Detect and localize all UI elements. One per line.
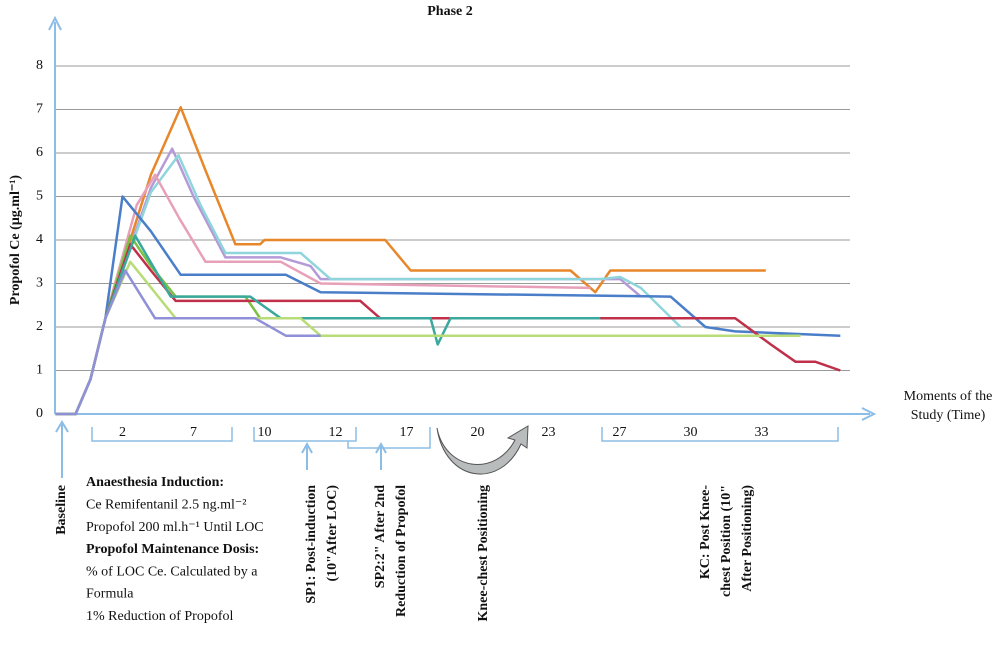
y-tick-label: 8 <box>36 58 43 73</box>
x-axis-label: Moments of the <box>904 389 993 404</box>
bracket <box>91 427 233 442</box>
induction-text: 1% Reduction of Propofol <box>86 609 233 624</box>
annotation: KC: Post Knee- <box>698 485 713 579</box>
induction-text: % of LOC Ce. Calculated by a <box>86 564 258 579</box>
x-tick-label: 23 <box>541 425 555 440</box>
induction-text: Formula <box>86 587 134 602</box>
chart-title: Phase 2 <box>427 4 473 19</box>
x-tick-label: 17 <box>399 425 413 440</box>
positioning-arrow <box>436 425 529 475</box>
axes <box>48 15 877 421</box>
annotation: (10"After LOC) <box>325 485 340 582</box>
y-axis-label: Propofol Ce (µg.ml⁻¹) <box>8 175 23 306</box>
x-axis-label: Study (Time) <box>911 408 986 423</box>
induction-text: Anaesthesia Induction: <box>86 475 224 490</box>
y-tick-label: 2 <box>36 319 43 334</box>
x-axis-arrow <box>861 407 877 421</box>
annotation: chest Position (10" <box>719 485 734 597</box>
x-tick-label: 33 <box>754 425 768 440</box>
y-axis-arrow <box>48 15 62 31</box>
baseline-arrow <box>55 420 69 478</box>
series-line <box>55 147 642 416</box>
annotation: Knee-chest Positioning <box>476 485 491 622</box>
x-tick-label: 27 <box>612 425 626 440</box>
x-tick-label: 7 <box>190 425 197 440</box>
sp1-arrow <box>301 441 313 470</box>
induction-text: Propofol Maintenance Dosis: <box>86 542 259 557</box>
x-tick-label: 12 <box>328 425 342 440</box>
bracket <box>347 427 431 449</box>
annotation: SP2:2" After 2nd <box>373 485 388 588</box>
bracket <box>601 427 839 442</box>
annotation: Baseline <box>54 485 69 535</box>
grid <box>55 65 850 371</box>
induction-text: Ce Remifentanil 2.5 ng.ml⁻² <box>86 498 247 513</box>
x-tick-label: 2 <box>119 425 126 440</box>
x-tick-label: 20 <box>470 425 484 440</box>
annotation: After Positioning) <box>740 485 755 592</box>
annotation: Reduction of Propofol <box>394 485 409 617</box>
y-tick-label: 5 <box>36 189 43 204</box>
series-line <box>55 269 321 416</box>
sp2-arrow <box>375 441 387 470</box>
bracket <box>253 427 357 442</box>
induction-text: Propofol 200 ml.h⁻¹ Until LOC <box>86 520 264 535</box>
x-tick-label: 10 <box>257 425 271 440</box>
y-tick-label: 0 <box>36 406 43 421</box>
annotation: SP1: Post-induction <box>304 485 319 604</box>
series-line <box>55 234 601 416</box>
x-tick-label: 30 <box>683 425 697 440</box>
y-tick-label: 4 <box>36 232 43 247</box>
y-tick-label: 1 <box>36 363 43 378</box>
y-tick-label: 3 <box>36 276 43 291</box>
series-line <box>55 195 841 416</box>
brackets <box>55 420 839 478</box>
y-tick-label: 7 <box>36 102 43 117</box>
y-tick-label: 6 <box>36 145 43 160</box>
